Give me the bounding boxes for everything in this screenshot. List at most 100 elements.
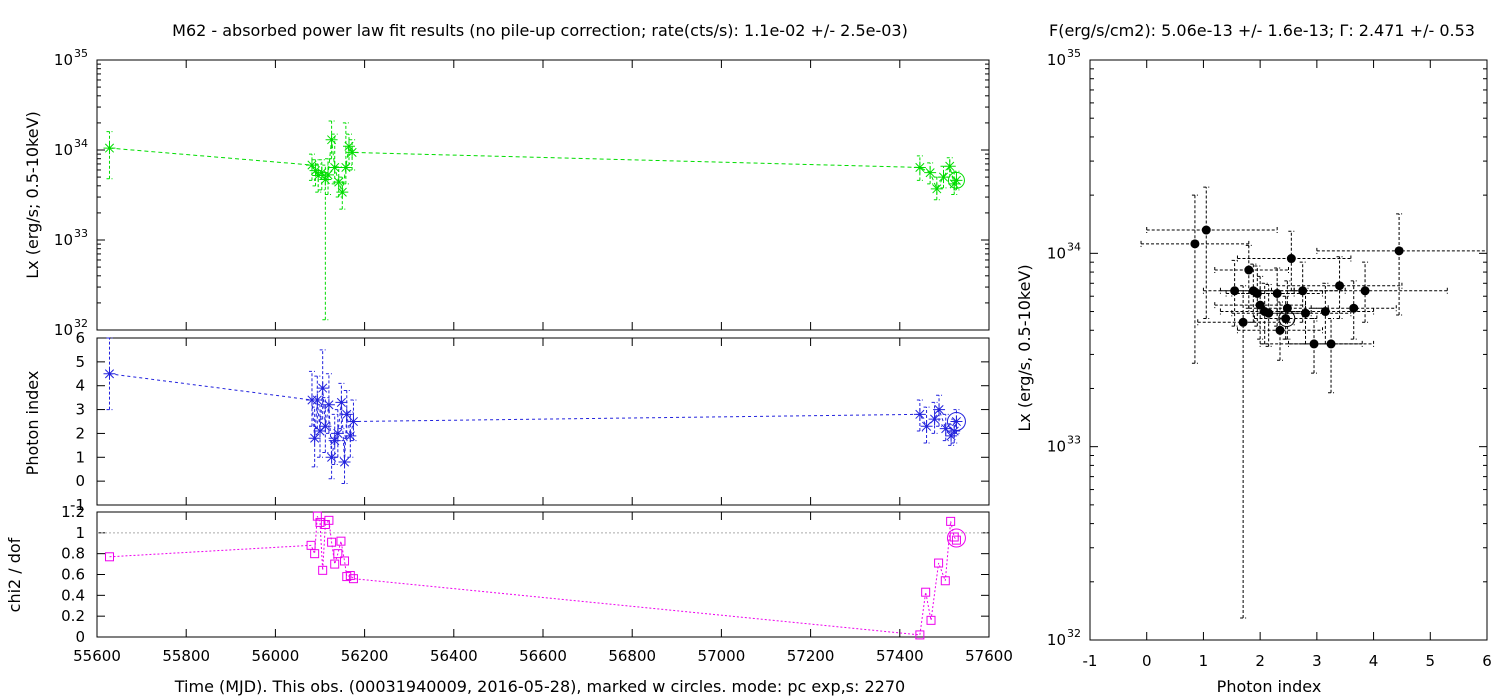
index-marked-circle: [946, 412, 966, 431]
x-tick-label: 56600: [519, 647, 567, 665]
chi-point: [327, 537, 337, 547]
index-point: [308, 432, 321, 445]
x-tick-label: 56800: [608, 647, 656, 665]
lx-point: [913, 161, 926, 174]
scatter-point: [1264, 308, 1274, 318]
left-title: M62 - absorbed power law fit results (no…: [172, 21, 908, 40]
plot-frame: [96, 511, 990, 638]
y-tick-label: 10: [1047, 244, 1066, 262]
chi-point: [345, 571, 355, 581]
y-tick-exp: 33: [74, 227, 88, 240]
scatter-ylabel: Lx (erg/s, 0.5-10keV): [1015, 264, 1034, 431]
index-point: [948, 425, 961, 438]
chi-point: [340, 556, 350, 566]
scatter-point: [1335, 281, 1345, 291]
scatter-point: [1360, 286, 1370, 296]
x-tick-label: 57000: [698, 647, 746, 665]
error-bar: [1396, 213, 1403, 316]
index-point: [322, 398, 335, 411]
index-point: [319, 420, 332, 433]
index-point: [103, 367, 116, 380]
error-bar: [1191, 194, 1198, 364]
y-tick-label: 10: [54, 141, 73, 159]
y-tick-exp: 34: [74, 137, 88, 150]
x-tick-label: 4: [1369, 652, 1379, 670]
chi-marked-circle: [946, 528, 966, 548]
index-point: [928, 413, 941, 426]
y-tick-exp: 33: [1067, 434, 1081, 447]
chi-point: [330, 559, 340, 569]
scatter-xlabel: Photon index: [1217, 677, 1322, 696]
chi-time-ylabel: chi2 / dof: [5, 537, 24, 612]
error-bar: [1328, 318, 1335, 394]
y-tick-exp: 32: [1067, 627, 1081, 640]
y-tick-label: 0.4: [61, 586, 85, 604]
error-bar: [106, 131, 113, 180]
chi-point: [915, 630, 925, 640]
scatter-point: [1238, 317, 1248, 327]
lx-point: [930, 182, 943, 195]
error-bar: [334, 409, 341, 458]
scatter-point: [1286, 254, 1296, 264]
scatter-point: [1275, 325, 1285, 335]
lx-point: [319, 173, 332, 186]
scatter-point: [1326, 339, 1336, 349]
lx-point: [943, 160, 956, 173]
error-bar: [1276, 301, 1283, 361]
error-bar: [311, 406, 318, 468]
y-tick-label: 3: [75, 401, 85, 419]
index-series-line: [109, 373, 957, 463]
plot-frame: [96, 59, 990, 331]
y-tick-label: 10: [54, 51, 73, 69]
x-tick-label: 55800: [162, 647, 210, 665]
x-tick-label: 57400: [876, 647, 924, 665]
lx-point: [328, 161, 341, 174]
chi-point: [324, 515, 334, 525]
index-point: [939, 422, 952, 435]
index-point: [311, 394, 324, 407]
scatter-point: [1320, 307, 1330, 317]
y-tick-label: 10: [1047, 631, 1066, 649]
error-bar: [1350, 280, 1357, 340]
index-time-panel: -1 0 1 2 3 4 5 6: [70, 329, 990, 514]
index-point: [347, 415, 360, 428]
lx-point: [325, 133, 338, 146]
index-time-ylabel: Photon index: [23, 371, 42, 476]
lx-point: [315, 166, 328, 179]
y-tick-exp: 35: [74, 47, 88, 60]
x-tick-label: 5: [1426, 652, 1436, 670]
index-point: [344, 429, 357, 442]
index-point: [920, 420, 933, 433]
scatter-point: [1394, 246, 1404, 256]
scatter-point: [1349, 303, 1359, 313]
time-xlabel: Time (MJD). This obs. (00031940009, 2016…: [174, 677, 905, 696]
lx-point: [332, 176, 345, 189]
lx-point: [309, 164, 322, 177]
chi-point: [949, 532, 959, 542]
index-point: [331, 427, 344, 440]
error-bar: [1203, 186, 1210, 320]
x-tick-label: 3: [1312, 652, 1322, 670]
y-tick-label: 0.8: [61, 545, 85, 563]
y-tick-label: 0.6: [61, 566, 85, 584]
x-tick-label: 56200: [341, 647, 389, 665]
error-bar: [1284, 280, 1291, 340]
chi-point: [934, 558, 944, 568]
chi-point: [940, 576, 950, 586]
chi-point: [312, 511, 322, 521]
x-tick-label: 56400: [430, 647, 478, 665]
y-tick-exp: 35: [1067, 47, 1081, 60]
index-point: [340, 408, 353, 421]
y-tick-label: 0: [75, 472, 85, 490]
x-tick-label: 2: [1255, 652, 1265, 670]
y-tick-exp: 34: [1067, 240, 1081, 253]
error-bar: [1240, 285, 1247, 619]
error-bar: [322, 164, 329, 321]
index-point: [933, 403, 946, 416]
y-tick-label: 10: [54, 321, 73, 339]
y-tick-label: 1: [75, 524, 85, 542]
lx-time-ylabel: Lx (erg/s; 0.5-10keV): [23, 111, 42, 279]
scatter-point: [1272, 288, 1282, 298]
y-tick-label: 10: [54, 231, 73, 249]
